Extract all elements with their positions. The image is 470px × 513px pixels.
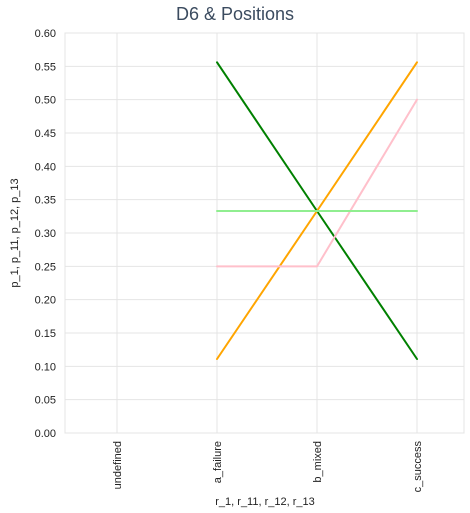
series-line-2 <box>216 98 418 268</box>
y-tick-label: 0.35 <box>35 195 56 207</box>
grid-lines <box>65 32 464 434</box>
y-tick-label: 0.25 <box>35 261 56 273</box>
series-lines <box>216 61 418 360</box>
x-tick-label: undefined <box>112 441 124 489</box>
y-axis-label: p_1, p_11, p_12, p_13 <box>9 178 21 287</box>
x-tick-label: a_failure <box>212 441 224 483</box>
y-tick-label: 0.05 <box>35 395 56 407</box>
y-tick-label: 0.10 <box>35 361 56 373</box>
chart-title: D6 & Positions <box>176 4 294 24</box>
x-tick-label: c_success <box>412 441 424 493</box>
y-tick-label: 0.45 <box>35 128 56 140</box>
y-tick-label: 0.40 <box>35 161 56 173</box>
plot-frame <box>64 32 465 434</box>
y-tick-label: 0.20 <box>35 295 56 307</box>
x-axis-ticks: undefined a_failure b_mixed c_success <box>112 441 424 493</box>
y-tick-label: 0.00 <box>35 428 56 440</box>
y-tick-label: 0.15 <box>35 328 56 340</box>
y-axis-ticks: 0.00 0.05 0.10 0.15 0.20 0.25 0.30 0.35 0.40 0.45… <box>35 28 56 440</box>
y-tick-label: 0.55 <box>35 61 56 73</box>
x-axis-label: r_1, r_11, r_12, r_13 <box>215 496 314 508</box>
y-tick-label: 0.60 <box>35 28 56 40</box>
x-tick-label: b_mixed <box>312 441 324 483</box>
y-tick-label: 0.30 <box>35 228 56 240</box>
y-tick-label: 0.50 <box>35 95 56 107</box>
